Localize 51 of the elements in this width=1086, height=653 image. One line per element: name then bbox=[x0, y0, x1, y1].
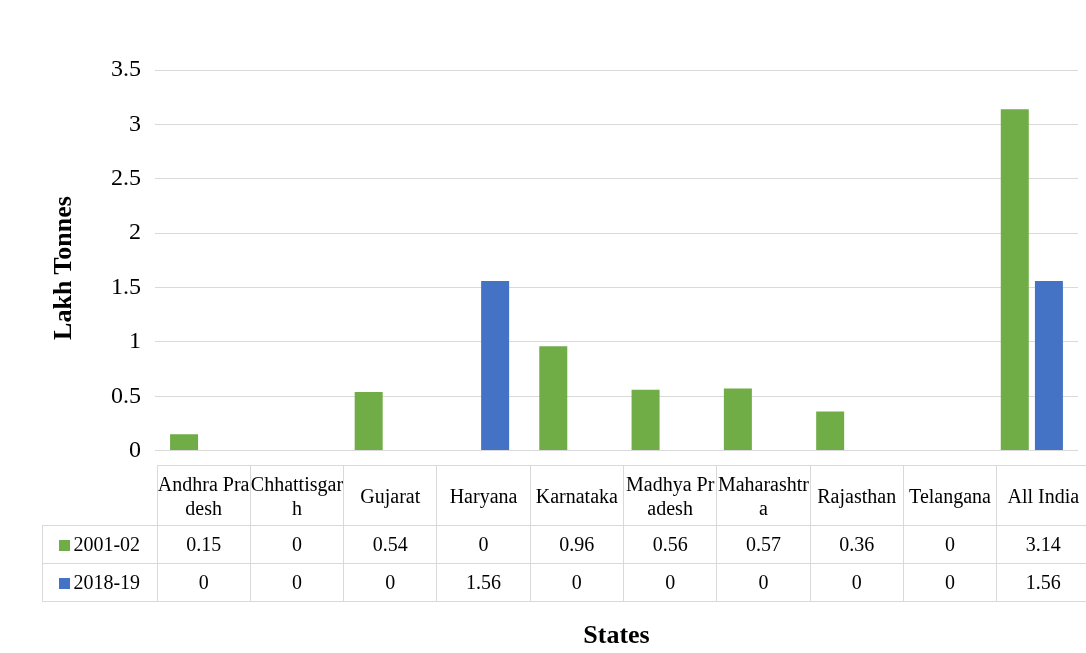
y-tick-label: 1.5 bbox=[111, 272, 141, 299]
bar bbox=[816, 411, 845, 451]
x-tick-label: Rajasthan bbox=[810, 465, 904, 526]
y-axis-title: Lakh Tonnes bbox=[48, 194, 78, 342]
y-tick-label: 1 bbox=[129, 327, 141, 354]
bar bbox=[1000, 109, 1029, 451]
data-label: 0.57 bbox=[716, 525, 811, 564]
bar bbox=[539, 346, 568, 451]
bar bbox=[170, 434, 199, 451]
y-tick-label: 3.5 bbox=[111, 55, 141, 82]
bar bbox=[354, 391, 383, 451]
data-label: 0.15 bbox=[157, 525, 251, 564]
y-tick-label: 2.5 bbox=[111, 164, 141, 191]
data-label: 0 bbox=[810, 563, 904, 602]
x-tick-label: Haryana bbox=[436, 465, 531, 526]
x-tick-label: Telangana bbox=[903, 465, 997, 526]
bar bbox=[723, 388, 752, 451]
data-label: 1.56 bbox=[996, 563, 1086, 602]
data-label: 0.96 bbox=[530, 525, 624, 564]
x-tick-label: Madhya Pradesh bbox=[623, 465, 717, 526]
data-label: 0.56 bbox=[623, 525, 717, 564]
x-tick-label: Chhattisgarh bbox=[250, 465, 344, 526]
x-axis-title: States bbox=[582, 620, 651, 650]
data-label: 1.56 bbox=[436, 563, 531, 602]
legend-label: 2018-19 bbox=[42, 563, 157, 602]
data-label: 0 bbox=[436, 525, 531, 564]
data-label: 0 bbox=[903, 563, 997, 602]
data-label: 0 bbox=[343, 563, 437, 602]
data-label: 3.14 bbox=[996, 525, 1086, 564]
x-tick-label: Andhra Pradesh bbox=[157, 465, 251, 526]
y-tick-label: 0.5 bbox=[111, 381, 141, 408]
x-tick-label: Gujarat bbox=[343, 465, 437, 526]
data-label: 0 bbox=[716, 563, 811, 602]
bar bbox=[1034, 280, 1063, 451]
data-label: 0 bbox=[250, 525, 344, 564]
y-tick-label: 0 bbox=[129, 435, 141, 462]
legend-label: 2001-02 bbox=[42, 525, 157, 564]
data-label: 0.54 bbox=[343, 525, 437, 564]
data-label: 0 bbox=[250, 563, 344, 602]
data-label: 0 bbox=[530, 563, 624, 602]
y-tick-label: 3 bbox=[129, 109, 141, 136]
data-label: 0 bbox=[157, 563, 251, 602]
data-label: 0 bbox=[623, 563, 717, 602]
bar bbox=[481, 280, 510, 451]
data-label: 0.36 bbox=[810, 525, 904, 564]
y-tick-label: 2 bbox=[129, 218, 141, 245]
x-tick-label: Maharashtra bbox=[716, 465, 811, 526]
x-tick-label: Karnataka bbox=[530, 465, 624, 526]
x-tick-label: All India bbox=[996, 465, 1086, 526]
data-label: 0 bbox=[903, 525, 997, 564]
bar bbox=[631, 389, 660, 451]
